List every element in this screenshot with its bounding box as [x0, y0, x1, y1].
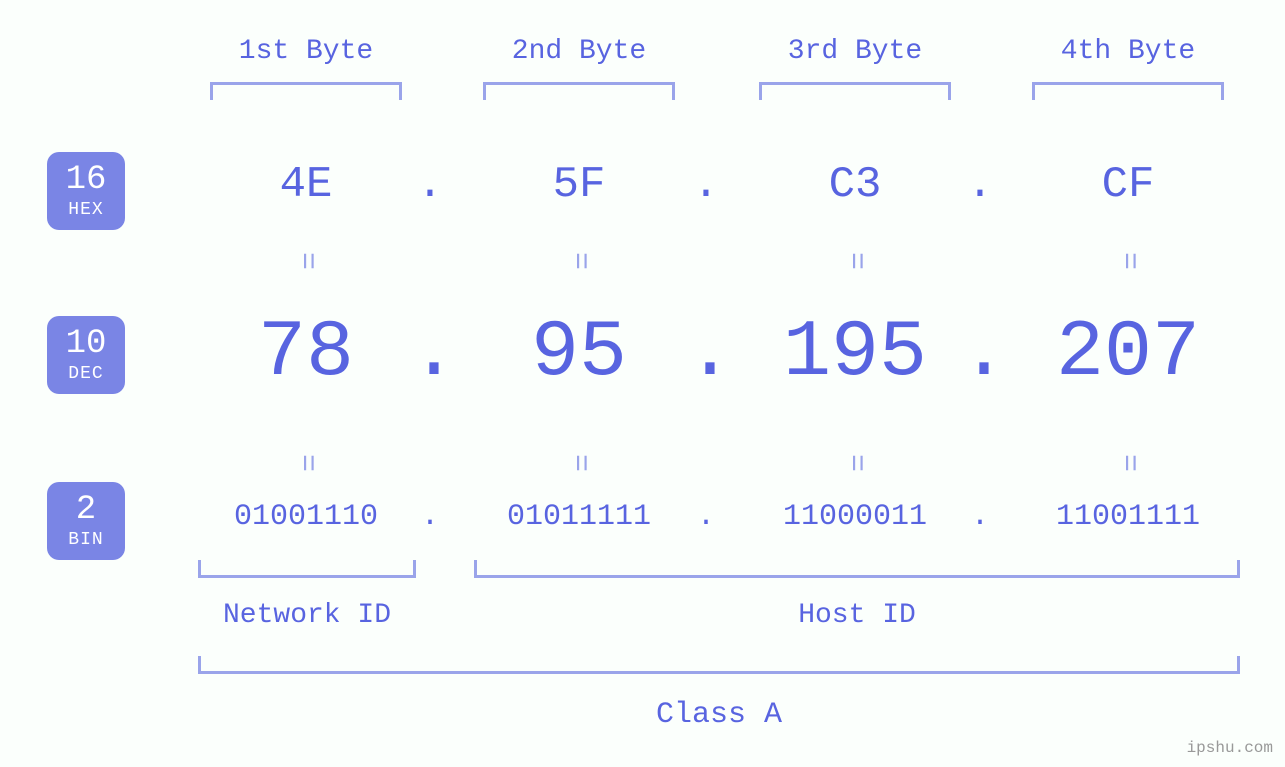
dec-dot-2: .: [686, 308, 726, 399]
equals-icon: =: [838, 241, 872, 281]
byte-header-3: 3rd Byte: [755, 36, 955, 67]
badge-bin-number: 2: [76, 493, 96, 527]
badge-dec: 10 DEC: [47, 316, 125, 394]
bin-byte-2: 01011111: [459, 500, 699, 534]
hex-byte-2: 5F: [469, 160, 689, 210]
network-id-label: Network ID: [198, 600, 416, 631]
badge-bin-label: BIN: [68, 531, 103, 549]
bin-byte-3: 11000011: [735, 500, 975, 534]
dec-dot-1: .: [410, 308, 450, 399]
dec-byte-3: 195: [745, 308, 965, 399]
host-id-bracket: [474, 560, 1240, 578]
watermark: ipshu.com: [1187, 739, 1273, 757]
equals-icon: =: [289, 241, 323, 281]
network-id-bracket: [198, 560, 416, 578]
badge-hex-number: 16: [66, 163, 107, 197]
dec-dot-3: .: [960, 308, 1000, 399]
equals-icon: =: [1111, 443, 1145, 483]
equals-icon: =: [289, 443, 323, 483]
top-bracket-2: [483, 82, 675, 100]
top-bracket-3: [759, 82, 951, 100]
hex-dot-3: .: [965, 160, 995, 210]
top-bracket-4: [1032, 82, 1224, 100]
equals-icon: =: [562, 443, 596, 483]
byte-header-4: 4th Byte: [1028, 36, 1228, 67]
bin-dot-2: .: [696, 500, 716, 534]
byte-header-1: 1st Byte: [206, 36, 406, 67]
hex-byte-1: 4E: [196, 160, 416, 210]
bin-dot-3: .: [970, 500, 990, 534]
hex-dot-1: .: [415, 160, 445, 210]
equals-icon: =: [838, 443, 872, 483]
dec-byte-1: 78: [196, 308, 416, 399]
bin-dot-1: .: [420, 500, 440, 534]
dec-byte-2: 95: [469, 308, 689, 399]
dec-byte-4: 207: [1018, 308, 1238, 399]
badge-hex-label: HEX: [68, 201, 103, 219]
bin-byte-4: 11001111: [1008, 500, 1248, 534]
byte-header-2: 2nd Byte: [479, 36, 679, 67]
hex-byte-3: C3: [745, 160, 965, 210]
badge-dec-label: DEC: [68, 365, 103, 383]
host-id-label: Host ID: [474, 600, 1240, 631]
class-label: Class A: [198, 698, 1240, 732]
badge-hex: 16 HEX: [47, 152, 125, 230]
class-bracket: [198, 656, 1240, 674]
bin-byte-1: 01001110: [186, 500, 426, 534]
hex-byte-4: CF: [1018, 160, 1238, 210]
badge-bin: 2 BIN: [47, 482, 125, 560]
badge-dec-number: 10: [66, 327, 107, 361]
equals-icon: =: [562, 241, 596, 281]
top-bracket-1: [210, 82, 402, 100]
hex-dot-2: .: [691, 160, 721, 210]
equals-icon: =: [1111, 241, 1145, 281]
